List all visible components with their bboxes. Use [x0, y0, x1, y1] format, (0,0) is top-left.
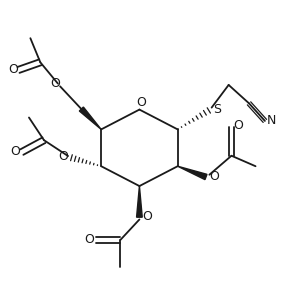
Text: O: O — [50, 77, 60, 90]
Text: N: N — [266, 114, 276, 127]
Text: O: O — [59, 150, 69, 163]
Polygon shape — [137, 186, 142, 217]
Polygon shape — [79, 107, 101, 129]
Polygon shape — [178, 166, 207, 180]
Text: O: O — [8, 63, 18, 76]
Text: O: O — [142, 210, 152, 223]
Text: O: O — [84, 233, 94, 245]
Text: O: O — [136, 96, 146, 109]
Text: O: O — [11, 145, 21, 158]
Text: O: O — [209, 170, 219, 183]
Text: O: O — [233, 119, 243, 132]
Text: S: S — [213, 103, 221, 116]
